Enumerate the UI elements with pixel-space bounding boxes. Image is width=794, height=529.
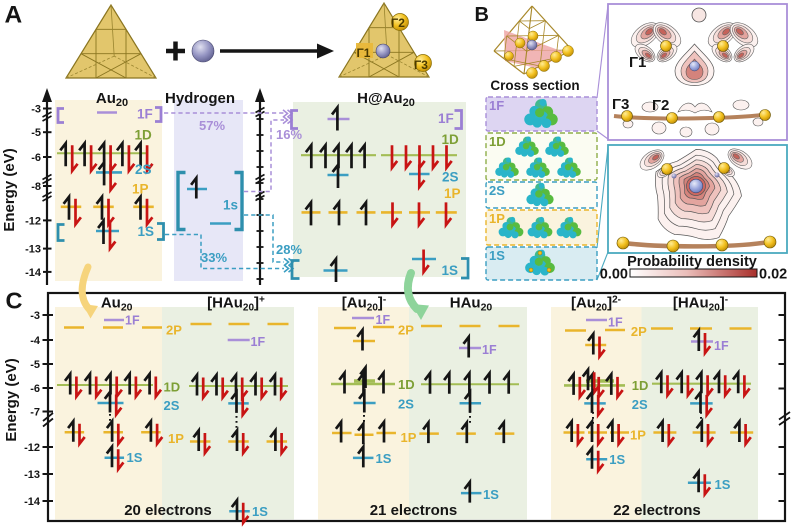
svg-text:1F: 1F	[438, 111, 454, 126]
svg-text:-3: -3	[31, 104, 41, 116]
svg-text:2S: 2S	[135, 162, 152, 177]
svg-text:2S: 2S	[489, 183, 505, 198]
svg-text:Probability density: Probability density	[627, 254, 757, 270]
svg-text:21 electrons: 21 electrons	[370, 502, 458, 519]
svg-text:-6: -6	[31, 152, 41, 164]
svg-text:1D: 1D	[489, 134, 506, 149]
svg-text:57%: 57%	[199, 118, 225, 133]
svg-text:1S: 1S	[376, 451, 392, 466]
svg-text:Γ3: Γ3	[612, 96, 629, 113]
svg-text:-6: -6	[30, 383, 40, 395]
svg-text:-12: -12	[24, 442, 40, 454]
svg-text:[HAu20]+: [HAu20]+	[207, 295, 265, 314]
svg-text:1P: 1P	[444, 186, 461, 201]
svg-text:-3: -3	[30, 310, 40, 322]
svg-text:1F: 1F	[376, 313, 391, 327]
svg-text:1S: 1S	[127, 450, 143, 465]
svg-text:1F: 1F	[125, 314, 140, 328]
svg-text:Cross section: Cross section	[490, 78, 579, 93]
svg-text:-13: -13	[25, 244, 41, 256]
svg-text:16%: 16%	[276, 127, 302, 142]
svg-text:1D: 1D	[398, 377, 415, 392]
svg-text:1D: 1D	[442, 132, 460, 147]
svg-text:1S: 1S	[442, 263, 459, 278]
svg-text:22 electrons: 22 electrons	[613, 502, 701, 519]
svg-text:2P: 2P	[166, 323, 182, 338]
svg-text:1D: 1D	[135, 128, 153, 143]
svg-text:-4: -4	[30, 335, 41, 347]
svg-text:1P: 1P	[489, 211, 505, 226]
svg-text:A: A	[5, 2, 23, 29]
svg-text:-7: -7	[30, 407, 40, 419]
svg-text:20 electrons: 20 electrons	[124, 502, 212, 519]
svg-text:-5: -5	[31, 127, 41, 139]
svg-text:2S: 2S	[442, 170, 459, 185]
svg-text:-14: -14	[24, 496, 41, 508]
svg-text:H@Au20: H@Au20	[357, 90, 415, 109]
svg-text:1P: 1P	[168, 431, 184, 446]
svg-text:0.02: 0.02	[759, 267, 787, 283]
svg-text:-12: -12	[25, 215, 41, 227]
svg-text:1S: 1S	[138, 224, 155, 239]
svg-text:1F: 1F	[251, 335, 266, 349]
svg-text:2S: 2S	[164, 398, 180, 413]
svg-text:-5: -5	[30, 359, 40, 371]
svg-text:C: C	[6, 288, 23, 314]
svg-text:1D: 1D	[164, 380, 181, 395]
svg-text:1D: 1D	[632, 378, 649, 393]
svg-text:0.00: 0.00	[600, 267, 628, 283]
svg-text:-8: -8	[31, 181, 41, 193]
svg-text:1F: 1F	[482, 343, 497, 357]
svg-text:-14: -14	[25, 267, 42, 279]
svg-text:1P: 1P	[630, 428, 646, 443]
svg-text:1s: 1s	[223, 198, 238, 213]
svg-text:1S: 1S	[715, 477, 731, 492]
svg-text:33%: 33%	[201, 250, 227, 265]
svg-text:[HAu20]-: [HAu20]-	[673, 295, 728, 314]
svg-text:Hydrogen: Hydrogen	[165, 90, 235, 107]
svg-text:[Au20]2-: [Au20]2-	[571, 295, 621, 314]
svg-text:Γ2: Γ2	[391, 16, 405, 30]
svg-text:2S: 2S	[632, 397, 648, 412]
svg-text:1S: 1S	[609, 452, 625, 467]
svg-text:1F: 1F	[714, 339, 729, 353]
svg-text:1P: 1P	[132, 182, 149, 197]
svg-text:1F: 1F	[608, 316, 623, 330]
svg-text:1F: 1F	[489, 98, 504, 113]
svg-text:Energy (eV): Energy (eV)	[1, 148, 18, 231]
svg-text:Γ2: Γ2	[652, 97, 669, 114]
svg-text:1F: 1F	[137, 107, 153, 122]
svg-text:2P: 2P	[398, 323, 414, 338]
svg-text:Γ1: Γ1	[629, 54, 646, 71]
svg-text:Γ3: Γ3	[414, 58, 428, 72]
svg-text:1S: 1S	[483, 487, 499, 502]
svg-text:B: B	[475, 4, 489, 26]
svg-text:1P: 1P	[401, 430, 417, 445]
svg-text:Γ1: Γ1	[357, 46, 371, 60]
svg-text:Energy (eV): Energy (eV)	[3, 358, 20, 441]
svg-text:1S: 1S	[252, 504, 268, 519]
svg-text:2P: 2P	[631, 324, 647, 339]
svg-text:28%: 28%	[276, 242, 302, 257]
svg-text:2S: 2S	[398, 397, 414, 412]
svg-text:-13: -13	[24, 469, 40, 481]
svg-text:[Au20]-: [Au20]-	[342, 295, 386, 314]
svg-text:1S: 1S	[489, 248, 505, 263]
